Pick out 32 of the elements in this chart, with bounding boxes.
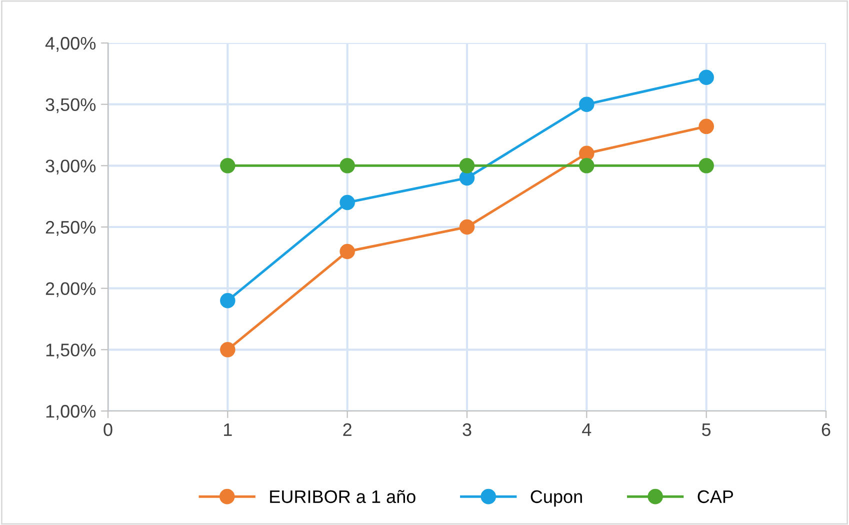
y-tick-label: 3,50% — [46, 98, 96, 114]
y-tick-label: 1,50% — [46, 344, 96, 359]
point — [459, 170, 475, 186]
point — [698, 70, 714, 85]
legend-label: CAP — [698, 490, 734, 504]
point — [698, 158, 714, 174]
point — [220, 342, 236, 358]
x-tick-label: 0 — [104, 423, 112, 436]
point — [220, 158, 236, 174]
legend-label: EURIBOR a 1 año — [270, 490, 416, 504]
point — [698, 118, 714, 134]
point — [459, 158, 475, 174]
point — [579, 158, 594, 174]
x-tick-label: 3 — [462, 423, 472, 436]
point — [340, 194, 355, 210]
y-tick-label: 2,50% — [46, 220, 96, 236]
point — [340, 244, 355, 260]
y-tick-label: 3,00% — [46, 160, 96, 175]
x-tick-label: 5 — [702, 423, 711, 436]
point — [459, 219, 475, 235]
x-tick-label: 4 — [582, 423, 592, 436]
x-tick-label: 6 — [822, 423, 830, 436]
y-tick-label: 2,00% — [46, 282, 96, 298]
x-tick-label: 2 — [343, 423, 352, 436]
y-tick-label: 1,00% — [46, 404, 96, 420]
point — [340, 158, 355, 174]
x-tick-label: 1 — [224, 423, 232, 436]
point — [579, 146, 594, 162]
legend-label: Cupon — [530, 490, 582, 507]
point — [579, 96, 594, 112]
point — [220, 292, 236, 308]
y-tick-label: 4,00% — [45, 36, 96, 52]
